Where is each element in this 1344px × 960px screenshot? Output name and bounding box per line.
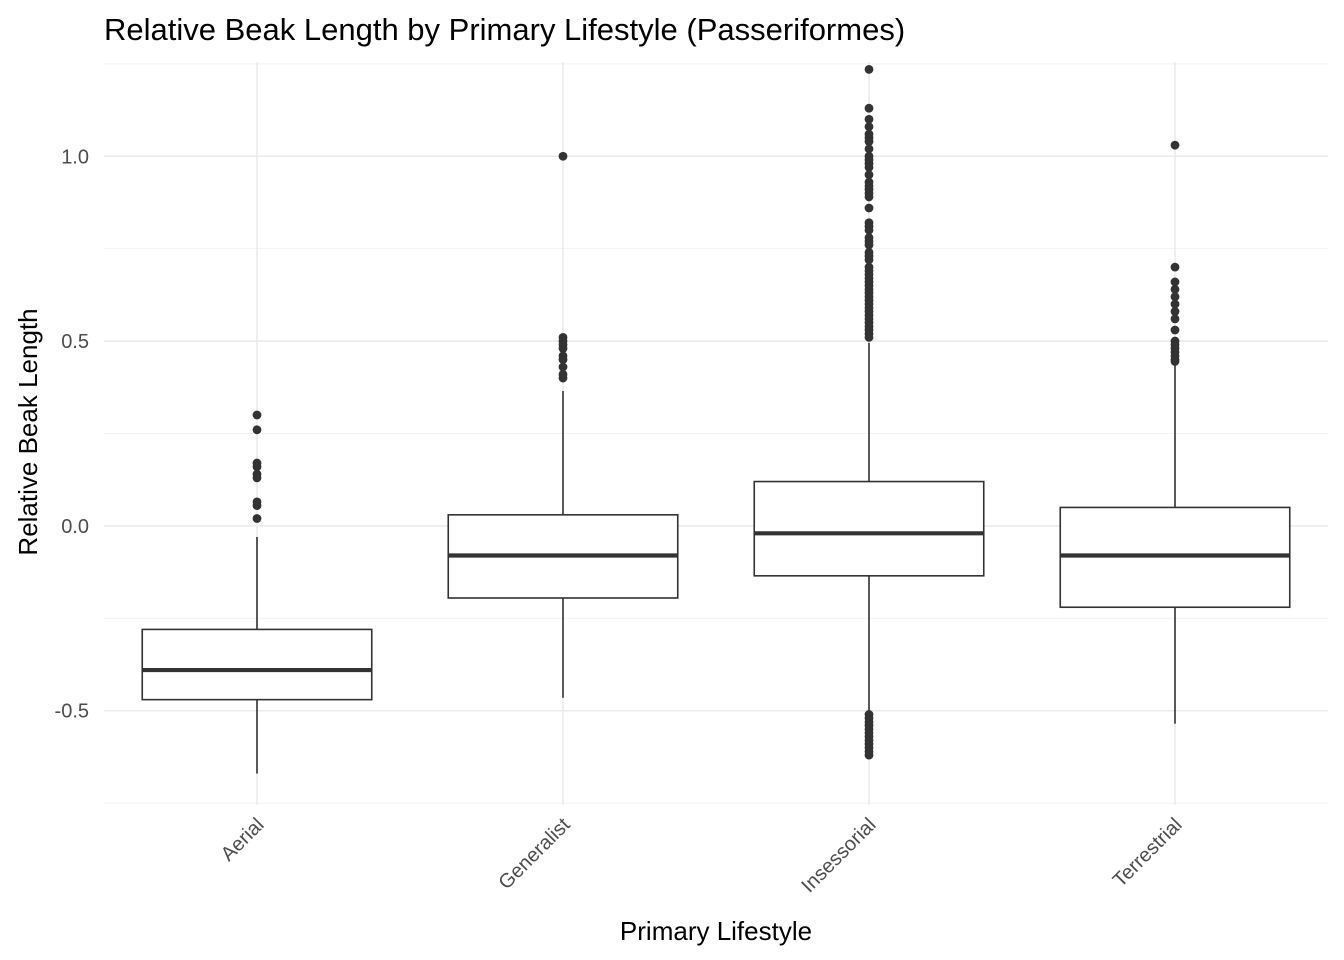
outlier-point [864, 225, 874, 235]
outlier-point [1170, 284, 1180, 294]
outlier-point [864, 203, 874, 213]
x-tick-label: Insessorial [797, 814, 880, 897]
outlier-point [1170, 292, 1180, 302]
x-tick-label: Aerial [217, 814, 269, 866]
iqr-box [141, 628, 373, 701]
outlier-point [252, 514, 262, 523]
outlier-point [864, 64, 874, 74]
outlier-point [864, 162, 874, 172]
y-tick-label: 0.5 [61, 331, 89, 353]
outlier-point [864, 192, 874, 202]
outlier-point [252, 462, 262, 472]
outlier-point [864, 750, 874, 760]
outlier-point [864, 332, 874, 342]
outlier-point [864, 144, 874, 154]
box-generalist [447, 151, 679, 698]
box-insessorial [753, 64, 985, 760]
iqr-box [753, 480, 985, 577]
outlier-point [864, 240, 874, 250]
outlier-point [1170, 325, 1180, 335]
x-axis-ticks: Aerial Generalist Insessorial Terrestrial [217, 814, 1187, 897]
outlier-point [558, 151, 568, 161]
outlier-point [864, 114, 874, 124]
y-tick-label: -0.5 [55, 701, 89, 723]
outlier-point [558, 373, 568, 383]
outlier-point [1170, 299, 1180, 309]
chart-title: Relative Beak Length by Primary Lifestyl… [104, 12, 905, 47]
outlier-point [558, 344, 568, 353]
y-axis-title: Relative Beak Length [13, 308, 43, 555]
outlier-point [1170, 307, 1180, 316]
y-tick-label: 0.0 [61, 516, 89, 538]
x-axis-title: Primary Lifestyle [620, 916, 812, 946]
outlier-point [1170, 140, 1180, 150]
outlier-point [1170, 262, 1180, 272]
box-terrestrial [1059, 140, 1291, 724]
x-tick-label: Terrestrial [1109, 814, 1187, 892]
outlier-point [864, 170, 874, 180]
outlier-point [558, 355, 568, 364]
outlier-point [1170, 314, 1180, 324]
box-aerial [141, 410, 373, 774]
outlier-point [1170, 357, 1180, 366]
boxes [141, 64, 1291, 774]
outlier-point [864, 122, 874, 132]
outlier-point [1170, 277, 1180, 287]
outlier-point [252, 501, 262, 510]
x-tick-label: Generalist [495, 814, 575, 894]
outlier-point [558, 362, 568, 372]
outlier-point [864, 137, 874, 146]
outlier-point [864, 255, 874, 265]
outlier-point [252, 473, 262, 483]
outlier-point [252, 410, 262, 420]
y-axis-ticks: -0.5 0.0 0.5 1.0 [55, 146, 89, 722]
outlier-point [252, 425, 262, 435]
y-tick-label: 1.0 [61, 146, 89, 168]
outlier-point [864, 103, 874, 113]
